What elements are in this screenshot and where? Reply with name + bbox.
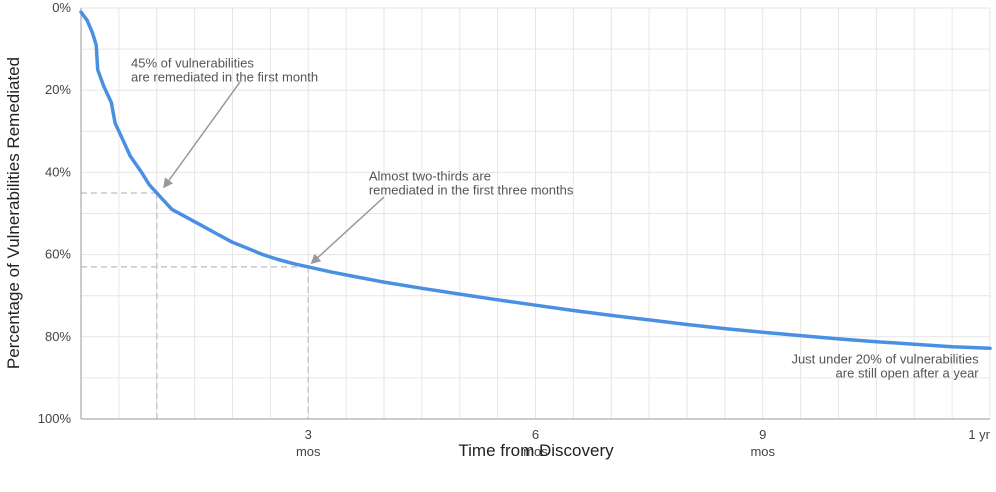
x-tick-unit-label: mos bbox=[750, 444, 775, 459]
remediation-curve bbox=[79, 10, 992, 351]
y-tick-label: 20% bbox=[45, 82, 71, 97]
y-tick-label: 100% bbox=[38, 411, 72, 426]
tick-labels: 0% 20% 40% 60% 80% 100% 3 mos 6 mos 9 mos 1 yr bbox=[38, 0, 991, 459]
annotation-text: remediated in the first three months bbox=[369, 183, 574, 198]
y-axis-title: Percentage of Vulnerabilities Remediated bbox=[4, 57, 23, 369]
x-axis-title: Time from Discovery bbox=[458, 441, 614, 460]
y-tick-label: 40% bbox=[45, 164, 71, 179]
x-tick-unit-label: mos bbox=[523, 444, 548, 459]
y-tick-label: 0% bbox=[52, 0, 71, 15]
annotation-text: 45% of vulnerabilities bbox=[131, 56, 254, 71]
y-tick-label: 80% bbox=[45, 329, 71, 344]
axes bbox=[80, 8, 990, 420]
annotation-arrow bbox=[163, 81, 241, 189]
x-tick-unit-label: mos bbox=[296, 444, 321, 459]
x-tick-label: 9 bbox=[759, 427, 766, 442]
x-tick-label: 3 bbox=[305, 427, 312, 442]
annotation-arrow bbox=[310, 196, 385, 265]
annotation-text: are remediated in the first month bbox=[131, 70, 318, 85]
reference-lines bbox=[81, 192, 309, 419]
y-tick-label: 60% bbox=[45, 247, 71, 262]
x-tick-label: 1 yr bbox=[968, 427, 990, 442]
x-tick-label: 6 bbox=[532, 427, 539, 442]
series-layer bbox=[79, 10, 992, 351]
grid-lines bbox=[81, 7, 991, 419]
annotation-text: Just under 20% of vulnerabilities bbox=[791, 352, 979, 367]
annotation-text: Almost two-thirds are bbox=[369, 169, 491, 184]
annotation-text: are still open after a year bbox=[836, 366, 980, 381]
